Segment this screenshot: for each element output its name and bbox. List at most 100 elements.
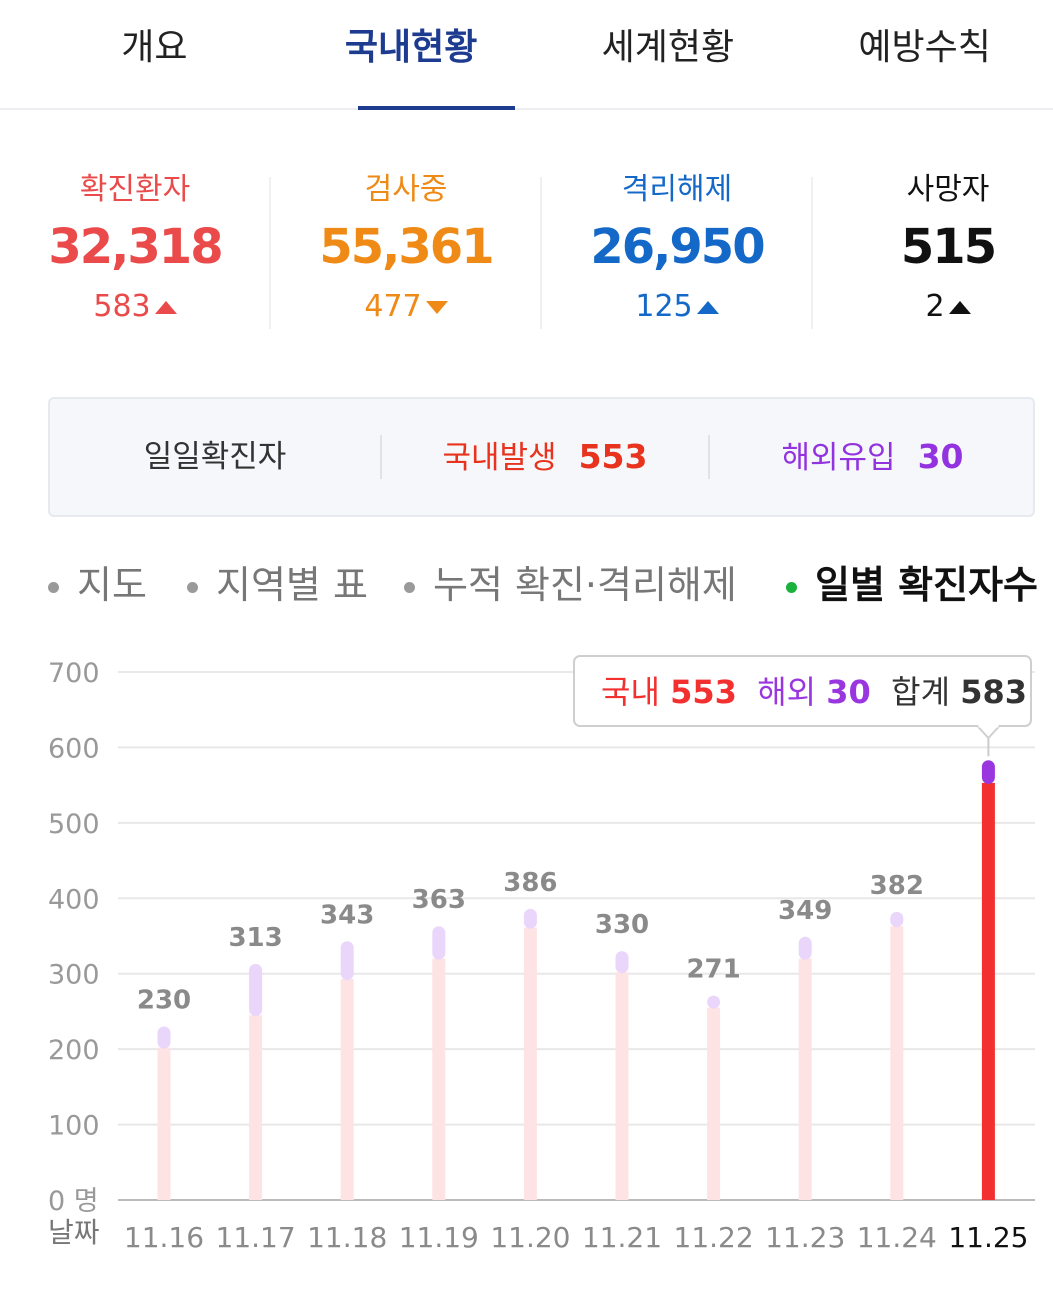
tooltip-part: 국내 [601,673,670,711]
y-tick-label: 500 [48,809,100,840]
tab-prevention[interactable]: 예방수칙 [858,27,991,68]
up-arrow-icon [154,301,177,314]
stat-confirmed-value: 32,318 [48,219,223,275]
y-tick-label: 200 [48,1035,100,1066]
stat-released-delta: 125 [635,289,693,324]
daily-domestic: 국내발생 553 [382,399,708,515]
daily-domestic-label: 국내발생 [442,440,557,476]
bar-overseas [798,936,812,960]
bar-total-label: 343 [320,900,374,930]
tooltip-pointer [976,725,1001,740]
bullet-icon [48,582,59,593]
divider [811,177,813,329]
stat-deaths-value: 515 [900,219,997,275]
daily-overseas: 해외유입 30 [710,399,1035,515]
tooltip-box [573,655,1032,727]
y-tick-label: 700 [48,658,100,689]
stats-summary: 확진환자 32,318 583 검사중 55,361 477 격리해제 26,9… [0,165,1053,335]
bar-domestic [707,1007,721,1200]
bar-total-label: 363 [412,885,466,915]
stat-confirmed-delta: 583 [93,289,151,324]
y-tick-label: 600 [48,733,100,764]
stat-confirmed: 확진환자 32,318 583 [0,165,270,335]
daily-overseas-label: 해외유입 [781,440,896,476]
y-tick-label: 300 [48,960,100,991]
stat-released-label: 격리해제 [621,172,733,207]
chart-tabs: 지도 지역별 표 누적 확진·격리해제 일별 확진자수 [0,555,1053,615]
bar-total-label: 349 [778,896,832,926]
y-tick-label: 400 [48,884,100,915]
main-tabs: 개요 국내현황 세계현황 예방수칙 [0,0,1053,110]
tooltip-part: 합계 [871,673,960,711]
bar-domestic [890,926,904,1200]
x-tick-label: 11.18 [307,1221,387,1254]
divider [708,435,710,479]
tooltip-part: 해외 [737,673,826,711]
bar-total-label: 386 [503,868,557,898]
chart-tab-label: 일별 확진자수 [815,563,1038,607]
x-tick-label: 11.24 [857,1221,937,1254]
bar-total-label: 382 [870,871,924,901]
daily-confirmed-chart: 0 명 100 200 300 400 500 600 700 날짜 230 11.16 313 11.… [48,655,1035,1254]
bar-domestic [798,958,812,1200]
bar-overseas [523,908,537,929]
stat-testing: 검사중 55,361 477 [271,165,541,335]
x-axis-label: 날짜 [48,1216,100,1249]
y-tick-label: 100 [48,1111,100,1142]
bar-overseas [615,951,629,974]
stat-deaths: 사망자 515 2 [813,165,1053,335]
up-arrow-icon [696,301,719,314]
bar-domestic [249,1015,263,1200]
bar-overseas [157,1026,171,1049]
tooltip-part: 553 [670,673,737,711]
daily-domestic-value: 553 [578,437,648,476]
x-tick-label: 11.17 [216,1221,296,1254]
up-arrow-icon [948,301,971,314]
bullet-icon [404,582,415,593]
chart-tab-map[interactable]: 지도 [48,555,147,615]
x-tick-label: 11.25 [948,1221,1028,1254]
chart-tab-label: 지도 [77,563,147,607]
stat-deaths-label: 사망자 [906,172,990,207]
tab-world[interactable]: 세계현황 [601,27,735,68]
bar-total-label: 271 [686,955,740,985]
chart-tab-region-table[interactable]: 지역별 표 [187,555,368,615]
bar-total-label: 230 [137,986,191,1016]
bullet-icon [786,582,797,593]
bar-total-label: 330 [595,910,649,940]
bar-overseas [890,911,904,928]
stat-testing-label: 검사중 [364,172,448,207]
chart-tab-cumulative[interactable]: 누적 확진·격리해제 [404,555,737,615]
chart-tab-label: 누적 확진·격리해제 [433,563,737,607]
bar-overseas [340,941,354,980]
bar-domestic [157,1047,171,1200]
bar-overseas [707,995,721,1009]
chart-tab-label: 지역별 표 [216,563,368,607]
tooltip-part: 583 [960,673,1027,711]
daily-label: 일일확진자 [143,439,287,475]
stat-deaths-delta: 2 [925,289,945,324]
stat-testing-value: 55,361 [319,219,494,275]
bar-domestic [981,782,995,1200]
divider [540,177,542,329]
tab-overview[interactable]: 개요 [121,27,188,68]
tooltip-part: 30 [826,673,871,711]
bar-total-label: 313 [228,923,282,953]
tab-domestic[interactable]: 국내현황 [283,0,540,110]
bullet-icon [187,582,198,593]
chart-tab-daily[interactable]: 일별 확진자수 [786,555,1038,615]
bar-overseas [981,760,995,784]
x-tick-label: 11.16 [124,1221,204,1254]
daily-confirmed-box: 일일확진자 국내발생 553 해외유입 30 [48,397,1035,517]
bar-domestic [340,978,354,1200]
x-tick-label: 11.22 [674,1221,754,1254]
stat-released-value: 26,950 [590,219,765,275]
x-tick-label: 11.20 [490,1221,570,1254]
bar-overseas [249,963,263,1017]
x-tick-label: 11.19 [399,1221,479,1254]
x-tick-label: 11.21 [582,1221,662,1254]
daily-overseas-value: 30 [917,437,964,476]
bar-domestic [523,927,537,1200]
bar-domestic [432,958,446,1200]
x-tick-label: 11.23 [765,1221,845,1254]
